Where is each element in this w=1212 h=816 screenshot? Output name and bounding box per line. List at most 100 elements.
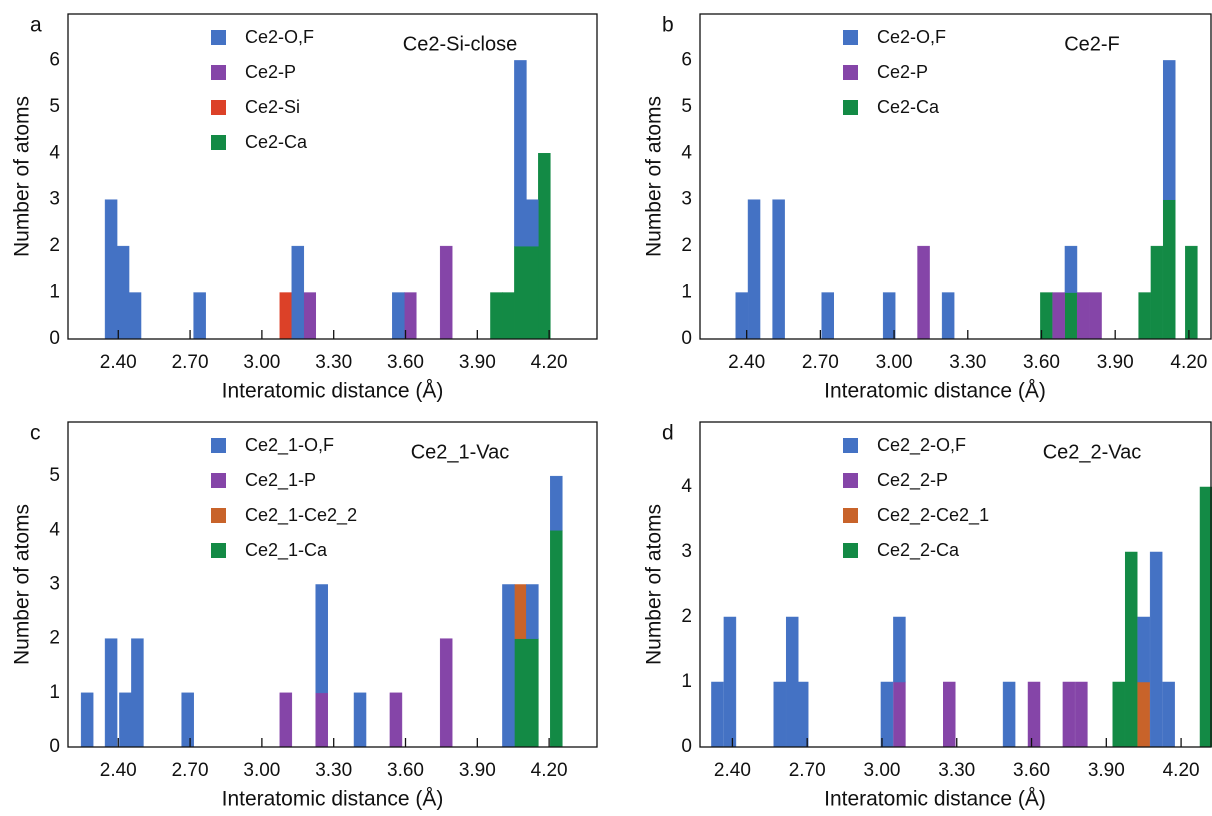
bar-segment: [131, 638, 144, 748]
bar-segment: [80, 692, 94, 748]
bar-segment: [502, 584, 515, 748]
plot-frame: [699, 13, 1212, 340]
x-tick-label: 4.20: [1170, 352, 1207, 373]
bar-segment: [514, 638, 527, 748]
bar-segment: [1077, 292, 1090, 340]
bar-segment: [279, 292, 293, 340]
legend-label: Ce2_2-Ce2_1: [877, 505, 989, 526]
bar-segment: [514, 584, 527, 639]
y-tick-label: 0: [681, 736, 692, 757]
x-tick-label: 4.20: [1163, 760, 1200, 781]
y-axis-label: Number of atoms: [643, 96, 666, 257]
bar-segment: [526, 245, 539, 340]
bar-segment: [279, 692, 293, 748]
legend-swatch: [211, 65, 226, 80]
bar-segment: [538, 153, 551, 340]
y-tick-label: 0: [49, 328, 60, 349]
y-tick-label: 5: [49, 465, 60, 486]
bar-segment: [893, 681, 906, 748]
bar-segment: [1075, 681, 1088, 748]
bar-segment: [893, 616, 906, 683]
bar-segment: [1002, 681, 1016, 748]
panel-label: a: [30, 14, 42, 37]
bar-segment: [514, 245, 527, 340]
y-tick-label: 1: [49, 282, 60, 303]
bar-segment: [1062, 681, 1076, 748]
y-tick-label: 3: [49, 574, 60, 595]
bar-segment: [941, 292, 955, 340]
x-tick-label: 2.40: [728, 352, 765, 373]
bar-segment: [1124, 551, 1138, 748]
bar-segment: [747, 199, 761, 340]
bar-segment: [735, 292, 749, 340]
legend-swatch: [211, 438, 226, 453]
y-tick-label: 1: [681, 671, 692, 692]
y-axis-label: Number of atoms: [11, 96, 34, 257]
bar-segment: [104, 199, 118, 340]
x-tick-label: 2.40: [714, 760, 751, 781]
bar-segment: [116, 245, 130, 340]
legend-swatch: [843, 30, 858, 45]
legend-label: Ce2-Ca: [877, 97, 940, 117]
bar-segment: [502, 292, 515, 340]
bar-segment: [389, 692, 403, 748]
x-axis-label: Interatomic distance (Å): [824, 788, 1046, 811]
panel-title: Ce2-Si-close: [403, 33, 517, 55]
x-tick-label: 2.70: [789, 760, 826, 781]
legend-swatch: [211, 473, 226, 488]
y-tick-label: 1: [49, 682, 60, 703]
bar-segment: [795, 681, 809, 748]
bar-segment: [128, 292, 142, 340]
legend-label: Ce2-P: [877, 62, 928, 82]
legend-swatch: [843, 508, 858, 523]
y-tick-label: 0: [49, 736, 60, 757]
x-tick-label: 3.30: [315, 352, 352, 373]
legend-swatch: [211, 30, 226, 45]
legend-label: Ce2_1-P: [245, 470, 316, 491]
bar-segment: [291, 245, 305, 340]
legend-swatch: [211, 100, 226, 115]
x-tick-label: 3.60: [387, 352, 424, 373]
bar-segment: [1199, 486, 1212, 748]
x-tick-label: 2.40: [100, 760, 137, 781]
bar-segment: [392, 292, 405, 340]
legend-label: Ce2-P: [245, 62, 296, 82]
y-tick-label: 2: [49, 628, 60, 649]
bar-segment: [1052, 292, 1065, 340]
x-tick-label: 3.30: [949, 352, 986, 373]
bar-segment: [917, 245, 930, 340]
x-tick-label: 3.30: [938, 760, 975, 781]
legend-label: Ce2-O,F: [245, 27, 314, 47]
bar-segment: [1137, 681, 1150, 748]
plot-frame: [67, 421, 598, 748]
panel-label: b: [662, 14, 674, 37]
bar-segment: [1112, 681, 1126, 748]
y-tick-label: 3: [681, 189, 692, 210]
legend-swatch: [843, 65, 858, 80]
bar-segment: [353, 692, 367, 748]
plot-frame: [699, 421, 1212, 748]
bar-segment: [1089, 292, 1102, 340]
x-tick-label: 2.70: [172, 760, 209, 781]
x-tick-label: 3.60: [1023, 352, 1060, 373]
bar-segment: [773, 681, 787, 748]
y-tick-label: 4: [681, 142, 692, 163]
bar-segment: [1137, 616, 1150, 683]
legend-swatch: [211, 135, 226, 150]
y-tick-label: 3: [49, 189, 60, 210]
x-tick-label: 3.90: [1088, 760, 1125, 781]
bar-segment: [1138, 292, 1151, 340]
bar-segment: [821, 292, 834, 340]
bar-segment: [1150, 245, 1164, 340]
bar-segment: [315, 584, 328, 694]
x-tick-label: 3.60: [1013, 760, 1050, 781]
bar-segment: [514, 60, 527, 247]
bar-segment: [439, 638, 453, 748]
x-tick-label: 3.90: [1097, 352, 1134, 373]
legend-label: Ce2-Si: [245, 97, 300, 117]
bar-segment: [526, 584, 539, 639]
x-tick-label: 3.90: [459, 760, 496, 781]
panel-title: Ce2-F: [1064, 33, 1120, 55]
